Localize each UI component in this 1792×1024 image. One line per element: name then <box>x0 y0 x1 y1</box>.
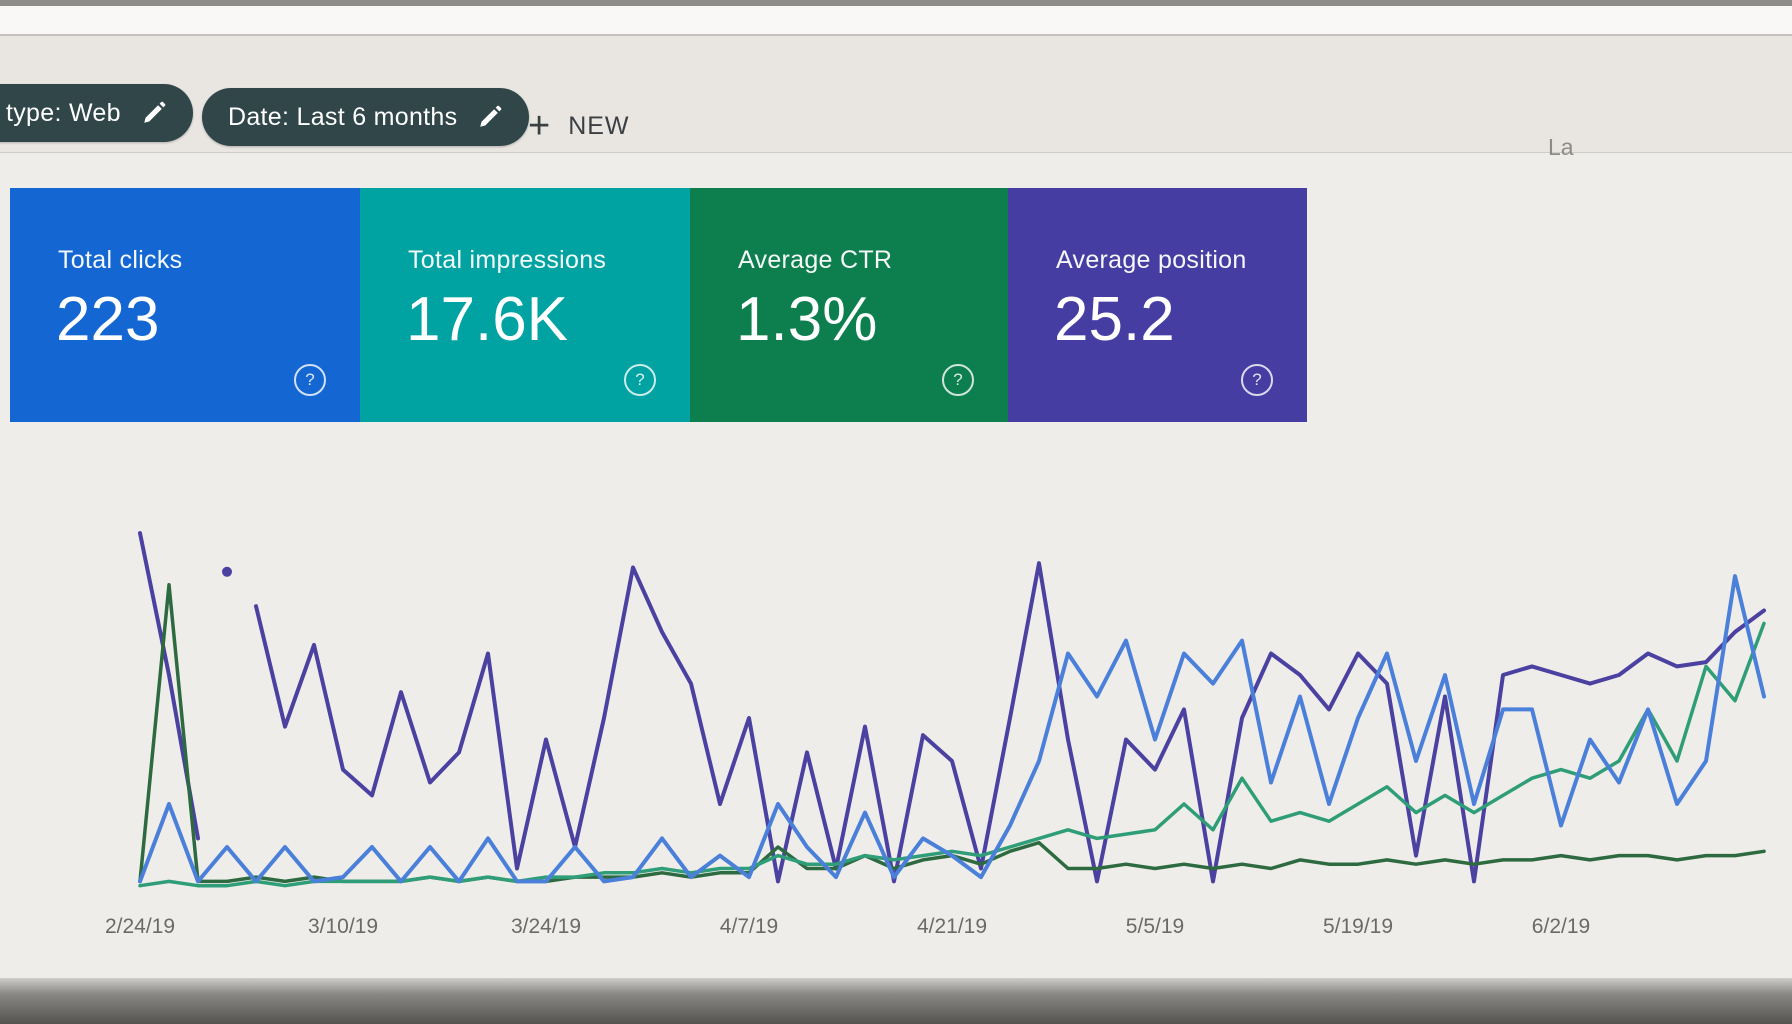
metric-card-value: 223 <box>56 285 160 354</box>
new-filter-label: NEW <box>568 111 630 140</box>
help-icon[interactable]: ? <box>294 364 326 396</box>
filter-chip-search-type-label: type: Web <box>6 98 121 127</box>
plus-icon: + <box>528 105 551 147</box>
browser-top-strip <box>0 6 1792 36</box>
metric-card-total-clicks[interactable]: Total clicks 223 ? <box>10 188 360 422</box>
x-axis-tick-label: 6/2/19 <box>1531 915 1591 938</box>
metric-card-value: 25.2 <box>1054 285 1175 354</box>
x-axis-tick-label: 3/24/19 <box>510 915 582 938</box>
help-icon[interactable]: ? <box>1241 364 1273 396</box>
x-axis-tick-label: 4/21/19 <box>916 915 988 938</box>
metric-card-value: 17.6K <box>406 285 569 354</box>
help-icon[interactable]: ? <box>624 364 656 396</box>
metric-card-average-ctr[interactable]: Average CTR 1.3% ? <box>690 188 1008 422</box>
x-axis-tick-label: 4/7/19 <box>719 915 779 938</box>
new-filter-button[interactable]: + NEW <box>528 98 630 154</box>
line-average-position <box>254 561 1766 884</box>
x-axis-tick-label: 5/5/19 <box>1125 915 1185 938</box>
detached-data-point <box>222 566 232 577</box>
clipped-right-text: La <box>1548 134 1574 160</box>
chart-x-axis: 2/24/19 3/10/19 3/24/19 4/7/19 4/21/19 5/5/19… <box>0 915 1792 949</box>
metric-card-value: 1.3% <box>736 285 878 354</box>
performance-chart[interactable] <box>0 440 1792 920</box>
line-total-clicks <box>138 574 1766 884</box>
metric-card-label: Average position <box>1056 246 1247 274</box>
filter-chip-search-type[interactable]: type: Web <box>0 84 193 142</box>
x-axis-tick-label: 2/24/19 <box>104 915 176 938</box>
screen-top-edge <box>0 0 1792 6</box>
metric-cards-row: Total clicks 223 ? Total impressions 17.… <box>10 188 1307 422</box>
metric-card-label: Average CTR <box>738 246 893 274</box>
line-average-ctr <box>138 582 1766 884</box>
line-total-impressions <box>138 621 1766 888</box>
help-icon[interactable]: ? <box>942 364 974 396</box>
filter-bar: type: Web Date: Last 6 months + NEW La <box>0 36 1792 160</box>
filter-chip-date-label: Date: Last 6 months <box>228 102 458 131</box>
x-axis-tick-label: 5/19/19 <box>1322 915 1394 938</box>
performance-chart-canvas[interactable] <box>0 440 1792 920</box>
edit-icon[interactable] <box>477 104 503 130</box>
metric-card-average-position[interactable]: Average position 25.2 ? <box>1008 188 1307 422</box>
x-axis-tick-label: 3/10/19 <box>307 915 379 938</box>
edit-icon[interactable] <box>141 100 167 126</box>
metric-card-label: Total clicks <box>58 246 183 274</box>
filter-chip-date[interactable]: Date: Last 6 months <box>202 88 530 146</box>
screen-bottom-bezel <box>0 978 1792 1024</box>
metric-card-label: Total impressions <box>408 246 607 274</box>
metric-card-total-impressions[interactable]: Total impressions 17.6K ? <box>360 188 690 422</box>
